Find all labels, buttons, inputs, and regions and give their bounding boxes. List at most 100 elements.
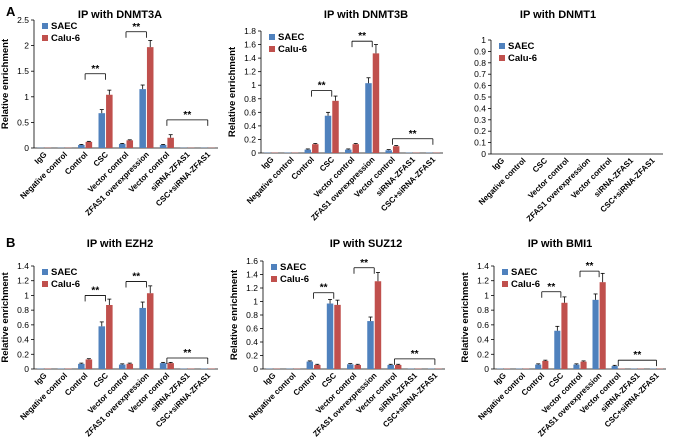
panel-label-b: B (6, 235, 15, 250)
y-tick-label: 0.2 (474, 126, 486, 136)
bar-saec-4 (326, 303, 334, 369)
legend-swatch-calu6 (269, 46, 275, 52)
y-tick-label: 0.6 (244, 107, 256, 117)
bar-calu6-4 (561, 302, 568, 369)
y-tick-label: 0.6 (246, 324, 258, 334)
y-tick-label: 1 (481, 35, 486, 45)
chart-3: IP with DNMT1 00.1 0.20.3 0.40.50.6 0.70.8 0.… (474, 9, 663, 223)
bar-calu6-3 (312, 144, 319, 153)
significance-label: ** (183, 110, 191, 121)
legend-swatch-saec (271, 264, 277, 270)
bar-calu6-6 (146, 293, 154, 369)
y-tick-label: 1.2 (17, 276, 29, 286)
bar-saec-3 (78, 363, 85, 369)
bar-saec-3 (304, 149, 312, 153)
legend-label-calu6: Calu-6 (508, 53, 537, 64)
significance-label: ** (358, 31, 366, 42)
significance-label: ** (633, 350, 641, 361)
bar-saec-4 (98, 326, 106, 369)
chart-title: IP with DNMT3A (78, 9, 162, 21)
significance-label: ** (91, 285, 99, 296)
legend-label-saec: SAEC (51, 267, 78, 278)
y-tick-label: 1.6 (246, 256, 258, 266)
bar-calu6-5 (580, 361, 587, 369)
significance-label: ** (411, 349, 419, 360)
legend-label-saec: SAEC (51, 21, 78, 32)
y-tick-label: 0.6 (474, 81, 486, 91)
bar-saec-6 (592, 299, 599, 369)
bar-saec-5 (118, 364, 126, 369)
x-category-label: IgG (492, 371, 508, 387)
bar-saec-6 (139, 307, 146, 369)
y-tick-label: 0.2 (477, 349, 489, 359)
bar-calu6-4 (332, 100, 339, 153)
charts-layer: IP with DNMT3A 0 0.5 1 1.5 2 2.5 Relative enric… (0, 9, 666, 438)
legend-label-calu6: Calu-6 (278, 44, 307, 55)
x-category-label: Control (289, 155, 315, 181)
legend-label-saec: SAEC (278, 32, 305, 43)
significance-label: ** (360, 258, 368, 269)
y-axis-label: Relative enrichment (229, 269, 240, 360)
y-tick-label: 0.9 (474, 46, 486, 56)
legend-label-saec: SAEC (511, 267, 538, 278)
y-tick-label: 0.4 (477, 335, 489, 345)
y-tick-label: 1 (251, 80, 256, 90)
significance-label: ** (318, 81, 326, 92)
y-tick-label: 1.4 (477, 261, 489, 271)
bar-saec-3 (78, 144, 85, 148)
bar-calu6-6 (146, 47, 154, 148)
chart-4: IP with EZH2 0 0.2 0.4 0.6 0.8 1 1.2 1.4 Relative… (0, 238, 218, 438)
y-tick-label: 1.5 (17, 66, 29, 76)
y-tick-label: 0.4 (244, 121, 256, 131)
y-tick-label: 1.4 (246, 270, 258, 280)
y-tick-label: 0 (24, 364, 29, 374)
y-tick-label: 0.7 (474, 69, 486, 79)
y-tick-label: 0.2 (244, 134, 256, 144)
bar-saec-7 (159, 144, 167, 148)
y-tick-label: 1.8 (244, 26, 256, 36)
legend-swatch-calu6 (271, 276, 277, 282)
bar-calu6-5 (126, 363, 134, 369)
y-tick-label: 0 (253, 364, 258, 374)
bar-saec-7 (385, 150, 392, 153)
significance-label: ** (183, 348, 191, 359)
chart-title: IP with EZH2 (87, 238, 153, 250)
chart-6: IP with BMI1 0 0.2 0.4 0.6 0.8 1 1.2 1.4 Relative… (460, 238, 666, 438)
bar-calu6-6 (372, 53, 380, 153)
y-tick-label: 1.4 (17, 261, 29, 271)
bar-saec-5 (118, 143, 126, 148)
y-tick-label: 0.4 (246, 337, 258, 347)
significance-label: ** (547, 282, 555, 293)
x-category-label: IgG (490, 156, 506, 172)
y-tick-label: 2 (24, 41, 29, 51)
bar-saec-7 (387, 364, 394, 369)
bar-calu6-4 (106, 304, 113, 369)
y-axis-label: Relative enrichment (0, 38, 11, 129)
y-tick-label: 0.6 (477, 320, 489, 330)
bar-calu6-5 (354, 364, 361, 369)
chart-title: IP with BMI1 (528, 238, 593, 250)
x-category-label: Control (63, 150, 89, 176)
y-tick-label: 0.1 (474, 138, 486, 148)
bar-calu6-3 (542, 360, 549, 369)
legend-swatch-calu6 (42, 281, 48, 287)
y-tick-label: 1.6 (244, 40, 256, 50)
chart-title: IP with DNMT3B (324, 9, 408, 21)
legend-label-saec: SAEC (280, 262, 307, 273)
x-category-label: Control (63, 371, 89, 397)
bar-saec-6 (365, 83, 372, 153)
y-tick-label: 0.2 (246, 351, 258, 361)
legend-label-calu6: Calu-6 (51, 33, 80, 44)
bar-calu6-3 (85, 359, 93, 369)
legend-swatch-saec (269, 34, 275, 40)
bar-calu6-7 (167, 137, 174, 148)
y-tick-label: 1 (484, 290, 489, 300)
bar-saec-6 (139, 89, 146, 148)
y-tick-label: 0 (484, 364, 489, 374)
bar-saec-5 (573, 364, 580, 369)
bar-calu6-6 (374, 281, 382, 369)
bar-saec-4 (98, 113, 106, 148)
legend-swatch-calu6 (499, 55, 505, 61)
y-tick-label: 0.8 (244, 94, 256, 104)
bar-calu6-4 (334, 304, 341, 369)
